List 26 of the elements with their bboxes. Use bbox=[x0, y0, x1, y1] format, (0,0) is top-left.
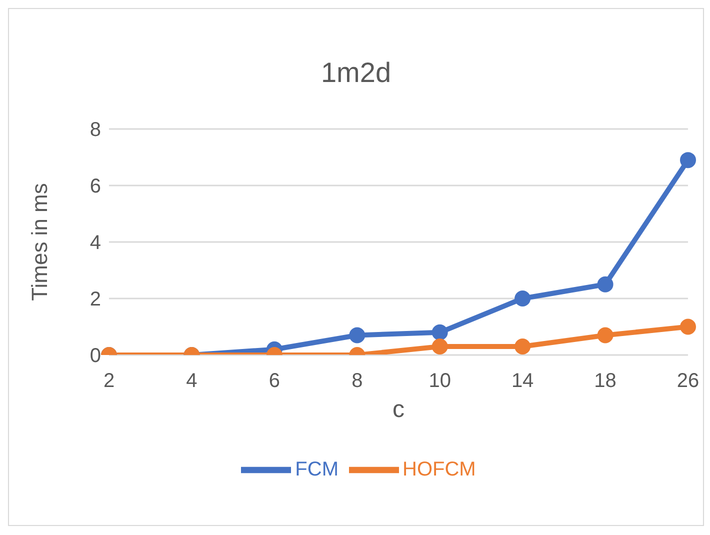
chart-title: 1m2d bbox=[320, 57, 392, 89]
point bbox=[432, 324, 448, 340]
x-tick-label: 14 bbox=[511, 370, 534, 392]
point bbox=[432, 338, 448, 355]
x-axis-title: c bbox=[392, 396, 404, 423]
y-axis-title: Times in ms bbox=[26, 183, 52, 301]
x-tick-label: 8 bbox=[352, 370, 363, 392]
x-tick-label: 26 bbox=[676, 370, 700, 392]
point bbox=[597, 327, 614, 344]
y-tick-label: 2 bbox=[90, 288, 101, 311]
point bbox=[514, 290, 531, 306]
y-tick-label: 0 bbox=[90, 345, 101, 368]
point bbox=[680, 318, 696, 335]
x-tick-label: 10 bbox=[428, 370, 451, 392]
point bbox=[349, 327, 366, 344]
x-tick-label: 4 bbox=[186, 370, 198, 392]
y-tick-label: 6 bbox=[90, 176, 101, 198]
point bbox=[680, 152, 696, 168]
legend-label: HOFCM bbox=[402, 458, 476, 480]
x-tick-label: 18 bbox=[594, 370, 616, 392]
point bbox=[597, 276, 614, 292]
point bbox=[514, 338, 531, 355]
x-tick-label: 6 bbox=[268, 370, 280, 392]
y-tick-label: 4 bbox=[90, 232, 101, 254]
legend-label: FCM bbox=[295, 458, 338, 480]
y-tick-label: 8 bbox=[90, 119, 101, 142]
